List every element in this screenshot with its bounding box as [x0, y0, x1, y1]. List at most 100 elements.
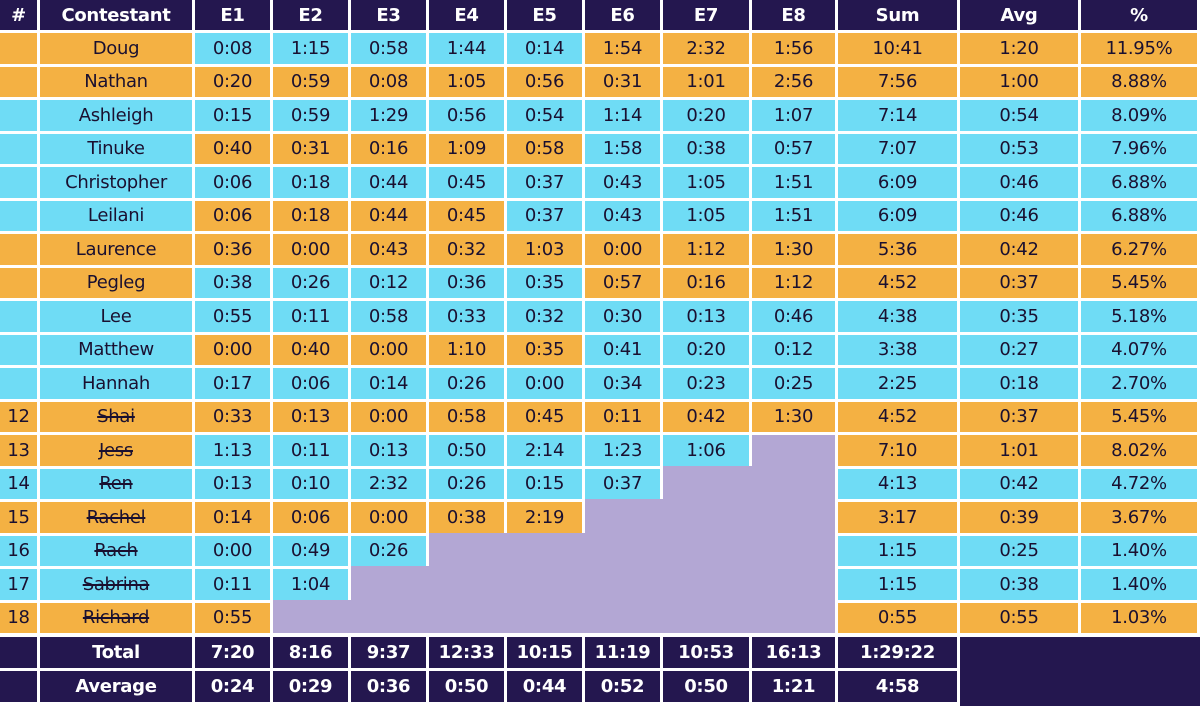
eliminated-block [585, 499, 835, 533]
header-e8: E8 [752, 0, 835, 30]
episode-time-e4: 1:44 [429, 33, 504, 64]
episode-time-e7: 1:05 [663, 167, 749, 198]
avg-cell: 0:54 [960, 100, 1078, 131]
percent-cell: 5.18% [1081, 301, 1197, 332]
episode-time-e5: 0:35 [507, 334, 582, 365]
episode-time-e6: 0:34 [585, 368, 660, 399]
episode-time-e1: 0:15 [195, 100, 270, 131]
contestant-name: Matthew [40, 334, 192, 365]
footer-blank-block [960, 637, 1200, 706]
contestant-name: Pegleg [40, 267, 192, 298]
sum-cell: 0:55 [838, 602, 957, 633]
sum-cell: 7:56 [838, 66, 957, 97]
percent-cell: 1.40% [1081, 569, 1197, 600]
episode-time-e3: 0:12 [351, 267, 426, 298]
episode-time-e6: 0:31 [585, 66, 660, 97]
episode-time-e4: 0:58 [429, 401, 504, 432]
sum-cell: 4:52 [838, 267, 957, 298]
sum-cell: 1:15 [838, 569, 957, 600]
avg-cell: 0:46 [960, 200, 1078, 231]
avg-cell: 1:00 [960, 66, 1078, 97]
episode-time-e6: 1:23 [585, 435, 660, 466]
percent-cell: 4.07% [1081, 334, 1197, 365]
episode-time-e4: 0:50 [429, 435, 504, 466]
sum-cell: 1:15 [838, 535, 957, 566]
episode-time-e4: 1:05 [429, 66, 504, 97]
episode-time-e5: 0:32 [507, 301, 582, 332]
rank-cell [0, 200, 37, 231]
episode-time-e5: 0:37 [507, 200, 582, 231]
percent-cell: 8.02% [1081, 435, 1197, 466]
percent-cell: 1.40% [1081, 535, 1197, 566]
episode-time-e3: 0:00 [351, 502, 426, 533]
episode-time-e5: 1:03 [507, 234, 582, 265]
episode-time-e8: 1:30 [752, 234, 835, 265]
episode-time-e3: 0:14 [351, 368, 426, 399]
episode-time-e1: 0:36 [195, 234, 270, 265]
avg-cell: 0:18 [960, 368, 1078, 399]
footer-sum: 4:58 [838, 671, 957, 702]
footer-e3: 0:36 [351, 671, 426, 702]
header-sum: Sum [838, 0, 957, 30]
episode-time-e4: 0:26 [429, 368, 504, 399]
footer-e8: 16:13 [752, 637, 835, 668]
footer-e4: 0:50 [429, 671, 504, 702]
episode-time-e1: 0:14 [195, 502, 270, 533]
episode-time-e1: 0:17 [195, 368, 270, 399]
episode-time-e3: 0:26 [351, 535, 426, 566]
eliminated-block [273, 599, 835, 633]
rank-cell [0, 133, 37, 164]
episode-time-e6: 0:37 [585, 468, 660, 499]
footer-e7: 10:53 [663, 637, 749, 668]
sum-cell: 3:38 [838, 334, 957, 365]
footer-e8: 1:21 [752, 671, 835, 702]
episode-time-e1: 0:38 [195, 267, 270, 298]
percent-cell: 5.45% [1081, 267, 1197, 298]
avg-cell: 0:39 [960, 502, 1078, 533]
episode-time-e5: 0:14 [507, 33, 582, 64]
contestant-name: Richard [40, 602, 192, 633]
episode-time-e8: 1:30 [752, 401, 835, 432]
episode-time-e1: 0:40 [195, 133, 270, 164]
footer-corner [0, 637, 37, 668]
sum-cell: 6:09 [838, 200, 957, 231]
episode-time-e1: 0:00 [195, 334, 270, 365]
episode-time-e5: 0:35 [507, 267, 582, 298]
episode-time-e7: 0:20 [663, 334, 749, 365]
avg-cell: 1:01 [960, 435, 1078, 466]
episode-time-e5: 0:00 [507, 368, 582, 399]
episode-time-e2: 0:06 [273, 368, 348, 399]
episode-time-e7: 0:13 [663, 301, 749, 332]
episode-time-e4: 0:33 [429, 301, 504, 332]
episode-time-e2: 0:11 [273, 435, 348, 466]
episode-time-e8: 1:12 [752, 267, 835, 298]
episode-time-e3: 0:00 [351, 401, 426, 432]
sum-cell: 7:10 [838, 435, 957, 466]
episode-time-e6: 0:11 [585, 401, 660, 432]
avg-cell: 0:37 [960, 267, 1078, 298]
episode-time-e5: 0:54 [507, 100, 582, 131]
header-e4: E4 [429, 0, 504, 30]
contestant-name: Laurence [40, 234, 192, 265]
episode-time-e7: 1:12 [663, 234, 749, 265]
contestant-name: Leilani [40, 200, 192, 231]
episode-time-e6: 0:43 [585, 167, 660, 198]
episode-time-e4: 0:38 [429, 502, 504, 533]
episode-time-e8: 1:51 [752, 167, 835, 198]
percent-cell: 1.03% [1081, 602, 1197, 633]
episode-time-e2: 0:59 [273, 100, 348, 131]
episode-time-e7: 0:42 [663, 401, 749, 432]
sum-cell: 7:07 [838, 133, 957, 164]
rank-cell: 15 [0, 502, 37, 533]
percent-cell: 5.45% [1081, 401, 1197, 432]
rank-cell [0, 100, 37, 131]
episode-time-e7: 0:38 [663, 133, 749, 164]
episode-time-e4: 1:10 [429, 334, 504, 365]
sum-cell: 2:25 [838, 368, 957, 399]
episode-time-e6: 1:14 [585, 100, 660, 131]
header-percent: % [1081, 0, 1197, 30]
episode-time-e3: 0:08 [351, 66, 426, 97]
episode-time-e4: 0:45 [429, 200, 504, 231]
sum-cell: 4:13 [838, 468, 957, 499]
episode-time-e8: 2:56 [752, 66, 835, 97]
